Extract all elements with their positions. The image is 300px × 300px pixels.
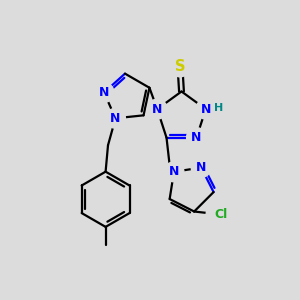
Text: N: N [196, 161, 206, 174]
Text: S: S [175, 59, 185, 74]
Circle shape [170, 57, 190, 77]
Text: N: N [201, 103, 211, 116]
Circle shape [94, 82, 114, 102]
Circle shape [106, 108, 125, 128]
Circle shape [196, 99, 216, 119]
Text: N: N [99, 86, 109, 99]
Text: N: N [169, 165, 179, 178]
Text: H: H [214, 103, 223, 112]
Text: N: N [152, 103, 162, 116]
Circle shape [191, 158, 211, 178]
Circle shape [164, 162, 184, 182]
Text: N: N [191, 131, 202, 144]
Circle shape [147, 99, 167, 119]
Circle shape [212, 101, 225, 114]
Circle shape [187, 128, 206, 148]
Circle shape [206, 200, 235, 229]
Text: Cl: Cl [214, 208, 227, 221]
Text: N: N [110, 112, 121, 125]
